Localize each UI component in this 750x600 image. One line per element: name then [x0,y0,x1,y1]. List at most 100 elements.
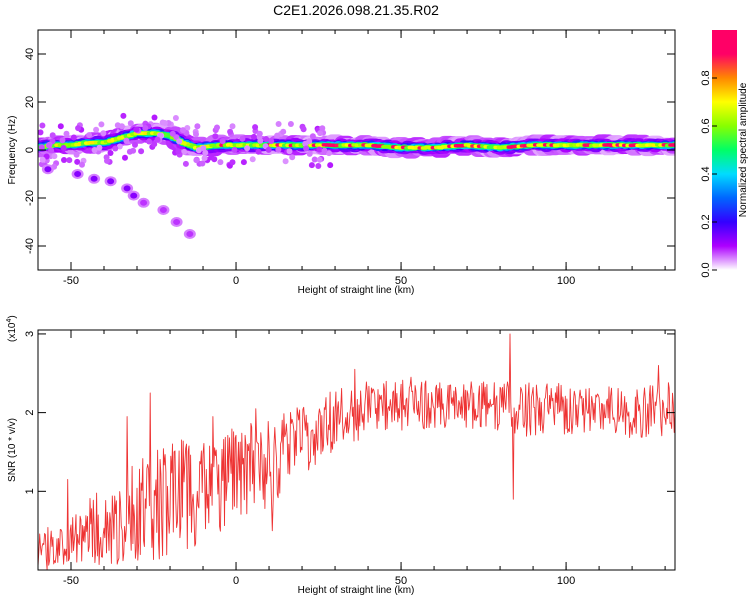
spectrogram-cell [181,148,188,155]
snr-xtick-label: 50 [395,575,407,587]
colorbar-ticks: 0.8 0.6 0.4 0.2 0.0 [700,70,717,278]
spectrogram-cell [116,143,123,150]
spectrogram-cell [200,145,207,152]
spectrogram-cell [79,161,85,168]
spectrogram-cell [274,132,281,139]
side-branch-point [186,231,194,237]
spectrogram-cell [214,124,220,131]
spectrogram-cell [256,130,263,137]
spectrogram-cell [66,157,73,164]
snr-scale-base: (x10 [7,322,18,342]
spectrogram-cell [671,143,675,147]
spectrogram-cell [123,137,130,144]
spectrogram-cell [60,145,67,151]
spectrogram-xtick-label: 50 [395,275,407,287]
snr-panel: -50 0 50 100 3 2 1 Height of straight line (km… [6,315,676,596]
spectrogram-marks [38,112,675,239]
spectrogram-cell [255,148,262,155]
spectrogram-cell [316,156,323,163]
spectrogram-cell [91,147,98,153]
spectrogram-cell [112,145,119,152]
spectrogram-cell [252,124,259,131]
spectrogram-xtick-label: -50 [63,275,79,287]
snr-xtick-label: 0 [233,575,239,587]
spectrogram-cell [282,158,289,165]
spectrogram-xtick-label: 0 [233,275,239,287]
colorbar: 0.8 0.6 0.4 0.2 0.0 Normalized spectral ampl… [700,30,749,278]
colorbar-tick-label: 0.2 [700,214,712,229]
spectrogram-cell [268,138,275,144]
spectrogram-cell [315,163,322,169]
spectrogram-cell [87,147,94,154]
spectrogram-cell [104,157,110,164]
spectrogram-cell [118,123,125,130]
spectrogram-cell [38,161,45,168]
spectrogram-cell [151,141,158,148]
spectrogram-cell [39,156,46,163]
spectrogram-cell [193,131,199,138]
spectrogram-cell [161,120,168,126]
side-branch-point [74,171,82,177]
snr-ytick-label: 2 [24,410,36,416]
spectrogram-cell [308,162,315,169]
spectrogram-cell [244,145,251,152]
snr-scale-label: (x104) [6,315,18,342]
spectrogram-cell [212,133,219,140]
spectrogram-ticks: -50 0 50 100 40 20 0 -20 -40 [24,30,675,287]
snr-frame [37,329,676,571]
spectrogram-cell [263,136,269,142]
spectrogram-cell [306,150,313,157]
spectrogram-cell [48,147,55,154]
spectrogram-cell [151,114,158,121]
spectrogram-cell [280,128,287,135]
spectrogram-cell [100,130,107,137]
snr-scale-close: ) [7,315,18,318]
snr-xtick-label: -50 [63,575,79,587]
spectrogram-cell [327,162,334,169]
side-branch-point [159,207,167,213]
figure-title: C2E1.2026.098.21.35.R02 [273,2,439,18]
spectrogram-cell [289,154,296,161]
spectrogram-cell [49,132,56,139]
side-branch-point [90,175,98,182]
spectrogram-cell [317,130,324,137]
spectrogram-ytick-label: 40 [24,48,36,60]
spectrogram-cell [229,123,236,130]
spectrogram-cell [169,130,176,137]
spectrogram-cell [73,151,80,158]
spectrogram-cell [127,120,134,127]
spectrogram-cell [211,156,218,163]
spectrogram-ytick-label: -40 [24,238,36,254]
spectrogram-cell [133,126,140,133]
snr-xlabel: Height of straight line (km) [298,585,415,596]
spectrogram-cell [172,115,179,121]
spectrogram-cell [311,156,318,163]
spectrogram-xtick-label: 100 [557,275,575,287]
snr-scale-exp: 4 [6,319,13,323]
side-branch-point [130,192,138,199]
spectrogram-cell [132,141,138,148]
spectrogram-cell [98,121,105,128]
spectrogram-xlabel: Height of straight line (km) [298,285,415,296]
spectrogram-panel: -50 0 50 100 40 20 0 -20 -40 Height of straight … [7,29,676,296]
spectrogram-cell [193,157,200,164]
spectrogram-cell [38,144,45,151]
side-branch-point [173,219,181,225]
colorbar-tick-label: 0.0 [700,262,712,277]
snr-ylabel: SNR (10 * v/v) [7,418,18,482]
spectrogram-cell [303,145,310,152]
spectrogram-cell [154,136,161,143]
spectrogram-cell [74,158,81,165]
spectrogram-ytick-label: 0 [24,147,36,153]
spectrogram-cell [146,138,153,145]
spectrogram-cell [219,138,226,145]
spectrogram-cell [309,133,316,140]
colorbar-tick-label: 0.6 [700,118,712,133]
snr-ticks: -50 0 50 100 3 2 1 [24,330,675,587]
colorbar-tick-label: 0.4 [700,166,712,181]
spectrogram-cell [227,128,234,135]
spectrogram-cell [175,148,182,155]
spectrogram-cell [194,123,201,130]
spectrogram-ytick-label: 20 [24,96,36,108]
spectrogram-cell [180,127,186,134]
